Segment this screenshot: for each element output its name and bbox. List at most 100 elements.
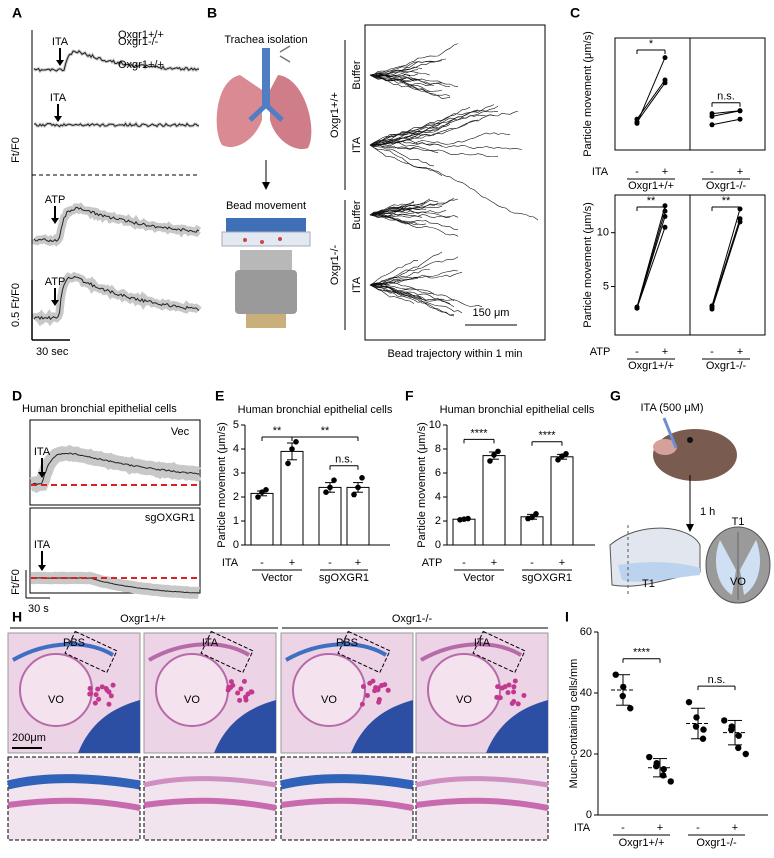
arrow-head [56, 60, 64, 66]
x-tick-label: - [696, 822, 700, 834]
x-tick-label: + [657, 822, 663, 834]
dot [721, 717, 728, 724]
x-tick-label: + [737, 166, 743, 178]
significance-label: n.s. [717, 91, 735, 103]
gland [243, 697, 249, 703]
dot [742, 750, 749, 758]
caption: Bead trajectory within 1 min [387, 348, 522, 360]
dot [563, 451, 569, 457]
scale-label: 30 s [28, 603, 49, 615]
pair-line [711, 110, 741, 115]
section-label: T1 [732, 516, 745, 528]
trace-band [31, 571, 201, 599]
dot [263, 487, 269, 493]
x-tick-label: + [662, 346, 668, 358]
scale-label: 200μm [12, 732, 46, 744]
bar [346, 486, 370, 546]
x-tick-label: - [710, 166, 714, 178]
dot [728, 726, 735, 733]
significance-label: ** [273, 425, 282, 437]
dot [662, 224, 668, 230]
image-label: ITA [202, 637, 219, 649]
dot [685, 698, 693, 706]
gland [379, 682, 385, 688]
scale-label: 30 sec [36, 346, 69, 358]
y-tick-label: 0 [435, 539, 441, 551]
gland [106, 689, 112, 695]
trace-label: Oxgr1-/- [118, 36, 159, 48]
dot [331, 477, 337, 484]
y-tick-label: 3 [233, 467, 239, 479]
image-label: PBS [336, 637, 358, 649]
significance-label: ** [722, 195, 731, 207]
gland [511, 684, 517, 690]
gland [376, 697, 382, 703]
gland [512, 678, 518, 684]
epithelium [285, 642, 388, 662]
pair-line [711, 208, 741, 307]
zoom-box [64, 630, 118, 674]
dot [620, 683, 627, 691]
trajectory-frame [364, 24, 546, 341]
trajectory [369, 74, 451, 100]
group-label: Oxgr1+/+ [619, 837, 665, 849]
gland [93, 692, 99, 698]
bar [482, 455, 506, 546]
gland [226, 684, 232, 690]
trajectory [369, 58, 447, 76]
image-label: ITA [474, 637, 491, 649]
arrow-head [38, 472, 46, 478]
x-tick-label: + [737, 346, 743, 358]
dot [709, 111, 715, 117]
epithelium [12, 642, 115, 662]
x-tick-label: + [289, 557, 295, 569]
zoom-epithelium [143, 776, 277, 788]
y-tick-label: 6 [435, 467, 441, 479]
dot [660, 772, 667, 779]
x-tick-label: - [635, 166, 639, 178]
trace [33, 122, 200, 128]
stimulus-label: ITA [34, 446, 51, 458]
trace [33, 275, 200, 321]
trajectory [369, 282, 415, 290]
panel-label: E [215, 388, 224, 404]
vo-label: VO [184, 694, 200, 706]
group-label: sgOXGR1 [319, 572, 369, 584]
trajectory [369, 66, 423, 76]
trajectory [369, 259, 419, 286]
trace-label: Vec [171, 426, 190, 438]
dot [293, 439, 299, 445]
stimulus-label: ITA [52, 36, 69, 48]
trajectory [369, 284, 483, 308]
x-tick-label: - [260, 557, 264, 569]
dot [285, 460, 291, 467]
gland [360, 684, 366, 690]
vo-outline [427, 653, 501, 727]
epithelium [148, 642, 251, 662]
trajectory [369, 111, 499, 146]
dot [323, 489, 329, 496]
pair-line [636, 82, 666, 123]
y-label: Particle movement (μm/s) [582, 202, 594, 328]
panel-label: F [405, 388, 414, 404]
y-tick-label: 4 [435, 491, 441, 503]
significance-label: **** [633, 647, 651, 659]
trajectory [369, 144, 443, 177]
condition-label: Buffer [351, 200, 363, 229]
y-label: Particle movement (μm/s) [582, 31, 594, 157]
gland [241, 678, 247, 684]
y-tick-label: 1 [233, 515, 239, 527]
trajectory [369, 212, 415, 218]
step-label: Bead movement [226, 200, 306, 212]
x-tick-label: + [662, 166, 668, 178]
arrow-head [54, 116, 62, 122]
step-label: Trachea isolation [224, 34, 307, 46]
gland [228, 679, 234, 685]
panel-label: C [570, 5, 580, 21]
x-tick-label: - [530, 557, 534, 569]
trace [33, 50, 200, 72]
significance-label: ** [647, 195, 656, 207]
dot [612, 671, 619, 678]
zoom-epithelium [6, 774, 141, 790]
gland [237, 697, 243, 703]
